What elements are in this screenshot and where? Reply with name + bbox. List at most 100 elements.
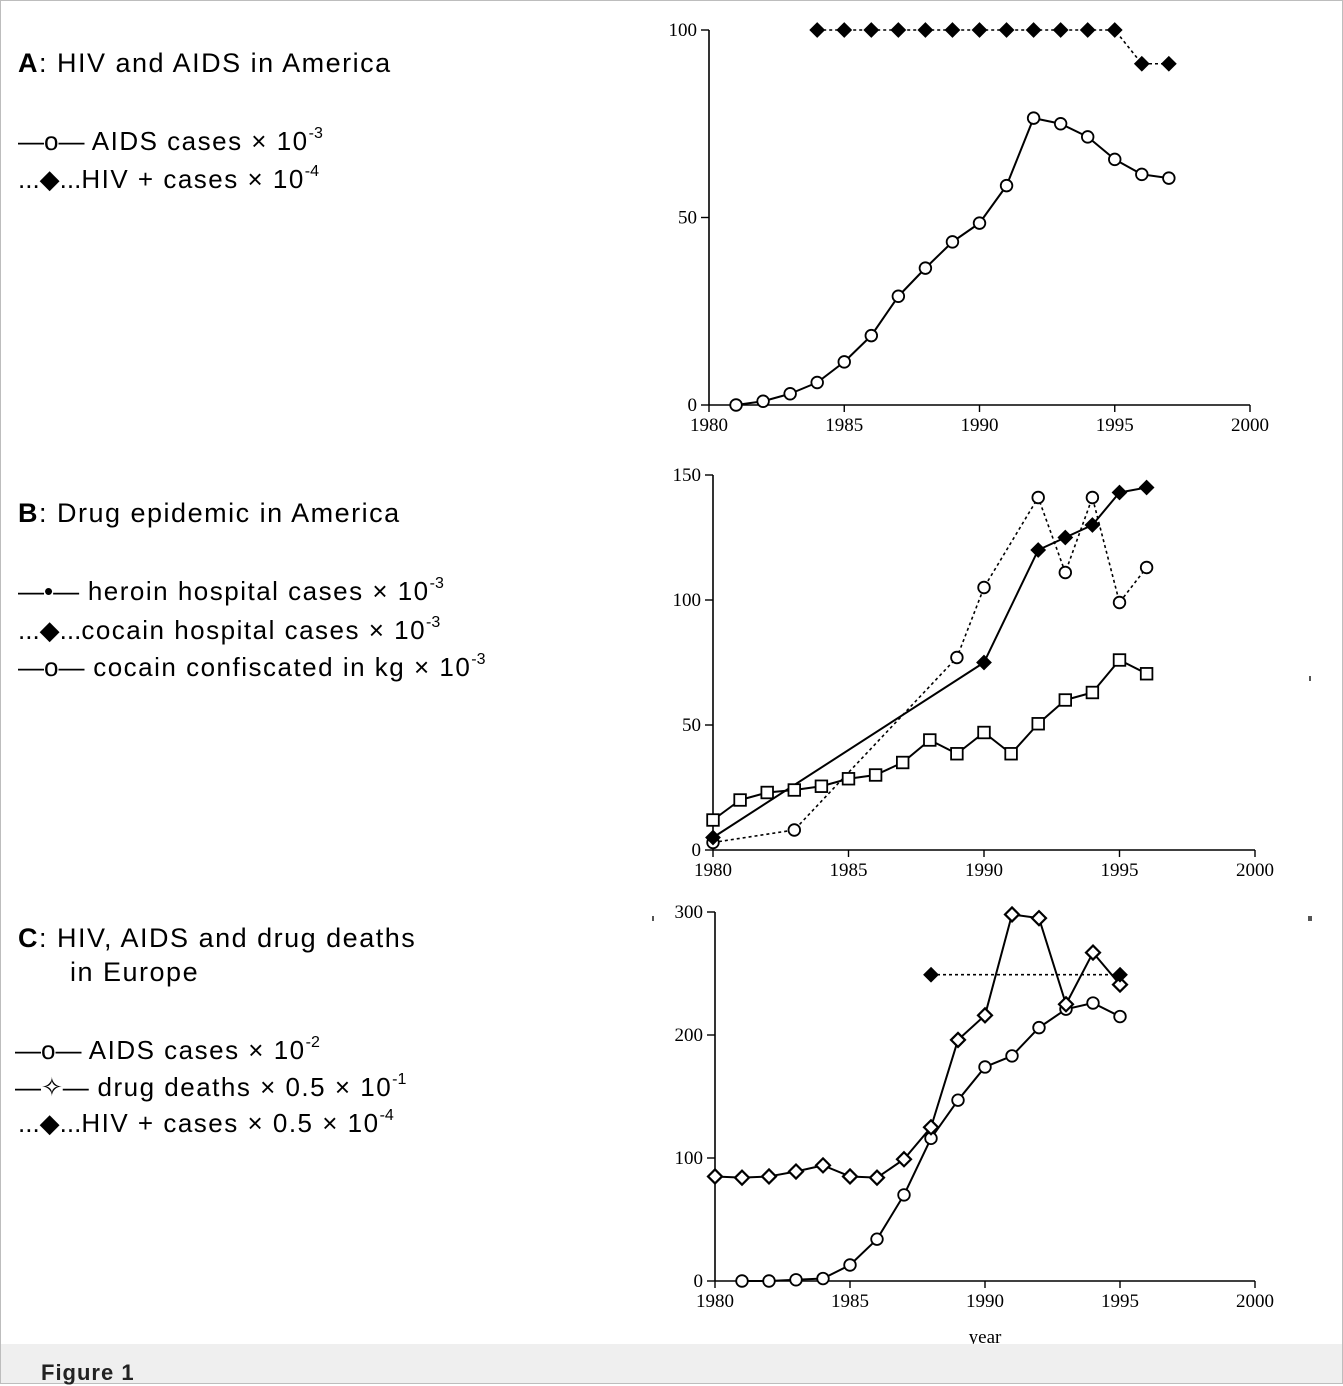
data-point-b-0 <box>1058 565 1073 580</box>
x-tick-label: 2000 <box>1236 860 1274 881</box>
data-point-c-1 <box>1111 976 1129 994</box>
data-point-a-1 <box>999 178 1014 193</box>
y-tick-label: 0 <box>688 395 698 416</box>
data-point-a-1 <box>864 328 879 343</box>
panel-a-legend-aids: —o— AIDS cases × 10-3 <box>18 125 323 156</box>
data-point-c-1 <box>787 1162 805 1181</box>
panel-c-title-line2: in Europe <box>70 957 200 987</box>
x-tick-label: 1980 <box>694 860 732 881</box>
x-tick-label: 1990 <box>965 860 1003 881</box>
panel-c-title: C: HIV, AIDS and drug deaths <box>18 923 417 953</box>
data-point-c-0 <box>1032 1020 1046 1035</box>
data-point-b-0 <box>787 823 802 837</box>
data-point-b-2 <box>896 755 910 770</box>
panel-a-legend-hiv: ...◆...HIV + cases × 10-4 <box>18 163 320 194</box>
data-point-b-0 <box>1031 490 1045 505</box>
data-point-c-0 <box>762 1274 776 1288</box>
data-point-b-2 <box>923 733 937 747</box>
data-point-b-2 <box>1058 693 1073 707</box>
data-point-c-1 <box>949 1031 967 1049</box>
data-point-a-0 <box>863 22 880 38</box>
data-point-b-1 <box>976 654 992 671</box>
data-point-b-0 <box>977 580 991 595</box>
caption-bar <box>1 1344 1342 1383</box>
data-point-c-1 <box>1057 995 1075 1013</box>
data-point-a-0 <box>1079 22 1096 38</box>
data-point-c-0 <box>843 1258 857 1272</box>
data-point-b-0 <box>950 650 964 665</box>
data-point-a-0 <box>998 22 1015 38</box>
data-point-a-1 <box>810 375 824 390</box>
x-tick-label: 1985 <box>830 860 868 881</box>
data-point-c-1 <box>841 1167 859 1186</box>
data-point-b-2 <box>1031 717 1045 731</box>
series-line-c-1 <box>714 913 1121 1179</box>
data-point-b-2 <box>760 785 774 800</box>
x-tick-label: 1990 <box>966 1291 1004 1312</box>
data-point-b-2 <box>1085 685 1100 700</box>
data-point-a-0 <box>1160 55 1177 72</box>
data-point-b-1 <box>1030 542 1047 558</box>
data-point-b-2 <box>1004 747 1018 761</box>
data-point-c-1 <box>814 1156 832 1174</box>
data-point-c-1 <box>760 1167 778 1186</box>
x-tick-label: 1995 <box>1101 1291 1139 1312</box>
data-point-c-1 <box>976 1006 994 1024</box>
data-point-c-1 <box>733 1169 751 1187</box>
data-point-c-0 <box>1086 996 1100 1010</box>
data-point-a-0 <box>1052 22 1069 38</box>
panel-c-legend-hiv: ...◆...HIV + cases × 0.5 × 10-4 <box>18 1107 394 1138</box>
data-point-a-1 <box>918 261 933 275</box>
data-point-b-2 <box>1139 667 1154 681</box>
x-tick-label: 1985 <box>831 1291 869 1312</box>
data-point-c-0 <box>1005 1049 1019 1063</box>
data-point-c-0 <box>735 1274 749 1288</box>
y-tick-label: 100 <box>675 1148 704 1169</box>
series-line-a-1 <box>735 117 1169 406</box>
panel-b-legend-cocain-hospital: ...◆...cocain hospital cases × 10-3 <box>18 614 441 645</box>
panel-b-legend-cocain-confiscated: —o— cocain confiscated in kg × 10-3 <box>18 651 486 682</box>
data-point-c-0 <box>870 1232 884 1246</box>
data-point-c-2 <box>923 966 939 983</box>
data-point-b-2 <box>814 779 829 793</box>
y-tick-label: 300 <box>675 902 704 923</box>
scan-mark <box>1310 916 1312 921</box>
data-point-a-0 <box>917 22 934 38</box>
data-point-a-0 <box>971 22 988 38</box>
data-point-c-0 <box>816 1271 830 1286</box>
y-tick-label: 200 <box>675 1025 704 1046</box>
data-point-c-0 <box>897 1188 911 1202</box>
data-point-c-1 <box>922 1118 940 1136</box>
data-point-c-1 <box>706 1167 724 1186</box>
data-point-a-1 <box>1162 171 1176 185</box>
data-point-c-0 <box>951 1093 965 1107</box>
data-point-b-2 <box>706 813 720 827</box>
data-point-a-1 <box>1108 152 1122 167</box>
chart-panel-c: 0 100 200 300 1980 1985 1990 1995 2000 year <box>675 902 1275 1348</box>
data-point-b-1 <box>1084 517 1101 533</box>
data-point-b-0 <box>1085 490 1100 505</box>
data-point-a-1 <box>756 394 770 408</box>
y-tick-label: 50 <box>678 208 697 229</box>
x-tick-label: 1980 <box>696 1291 734 1312</box>
x-tick-label: 1995 <box>1101 860 1139 881</box>
data-point-a-1 <box>891 289 906 303</box>
data-point-a-0 <box>890 22 907 38</box>
data-point-b-2 <box>1112 653 1127 667</box>
data-point-b-0 <box>1139 560 1154 575</box>
y-tick-label: 0 <box>694 1271 704 1292</box>
data-point-b-2 <box>787 783 802 797</box>
x-axis-label: year <box>969 1327 1002 1348</box>
x-tick-label: 1980 <box>690 415 728 436</box>
y-tick-label: 150 <box>673 465 702 486</box>
x-tick-label: 2000 <box>1231 415 1269 436</box>
data-point-c-1 <box>1003 905 1021 924</box>
series-line-a-0 <box>817 29 1169 65</box>
data-point-b-2 <box>841 772 856 786</box>
data-point-a-0 <box>809 22 826 38</box>
scan-mark <box>652 916 654 921</box>
data-point-a-1 <box>1053 117 1068 131</box>
data-point-a-1 <box>783 387 797 401</box>
data-point-c-0 <box>789 1273 803 1287</box>
data-point-a-0 <box>1133 55 1150 72</box>
